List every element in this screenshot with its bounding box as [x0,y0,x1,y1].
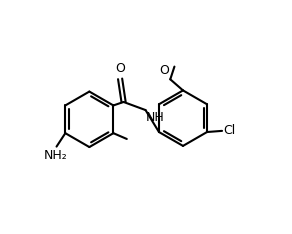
Text: NH: NH [146,111,165,124]
Text: O: O [115,62,125,75]
Text: O: O [159,64,169,77]
Text: NH₂: NH₂ [44,149,67,162]
Text: Cl: Cl [223,124,235,137]
